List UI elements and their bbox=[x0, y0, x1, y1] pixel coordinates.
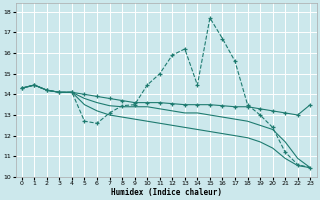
X-axis label: Humidex (Indice chaleur): Humidex (Indice chaleur) bbox=[110, 188, 221, 197]
